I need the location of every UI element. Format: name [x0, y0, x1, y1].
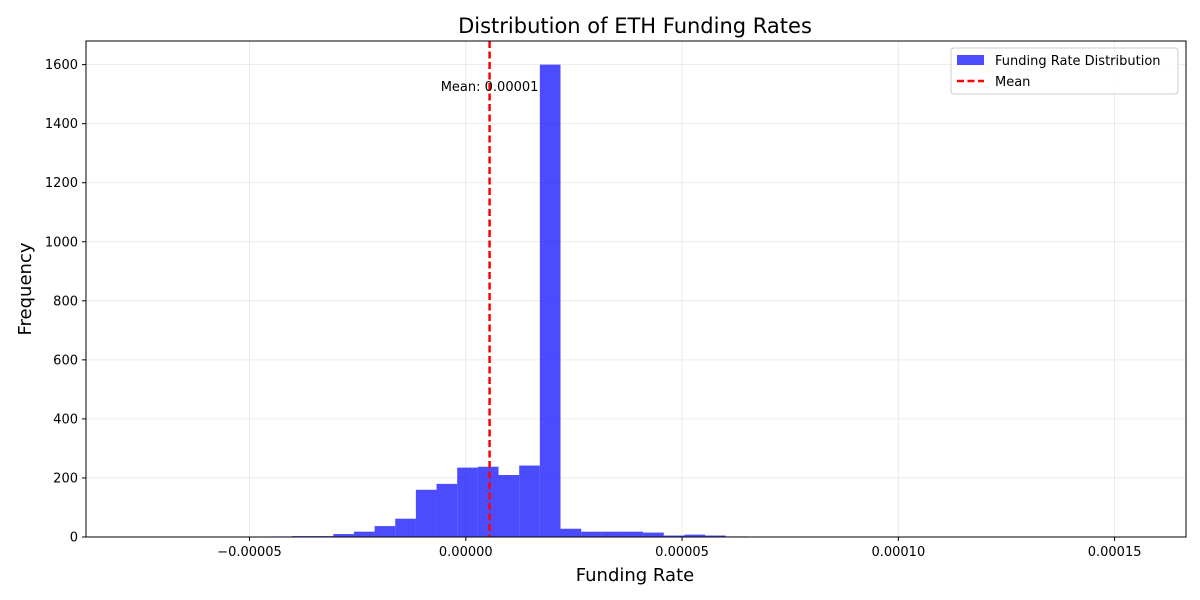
histogram-bar [663, 535, 685, 537]
histogram-bar [539, 64, 561, 537]
histogram-bar [581, 531, 602, 537]
y-tick-label: 600 [53, 353, 78, 368]
histogram-bars [126, 64, 1160, 538]
histogram-bar [560, 528, 582, 537]
histogram-bar [415, 489, 437, 537]
chart-title: Distribution of ETH Funding Rates [458, 14, 812, 38]
legend-box [950, 47, 1179, 95]
plot-frame [85, 40, 1187, 538]
y-tick-label: 800 [53, 294, 78, 309]
y-tick-label: 400 [53, 412, 78, 427]
x-tick-label: 0.00015 [1088, 545, 1142, 560]
histogram-bar [601, 531, 623, 537]
y-axis-ticks: 0 200 400 600 800 1000 1200 1400 1600 [45, 58, 86, 546]
y-tick-label: 1000 [45, 235, 78, 250]
histogram-bar [436, 483, 458, 537]
histogram-bar [498, 475, 520, 537]
histogram-bar [353, 531, 375, 537]
y-tick-label: 1400 [45, 117, 78, 132]
x-tick-label: 0.00005 [655, 545, 709, 560]
y-tick-label: 1200 [45, 176, 78, 191]
legend-label-mean: Mean [995, 75, 1030, 90]
histogram-bar [705, 535, 726, 537]
histogram-bar [457, 467, 478, 537]
y-tick-label: 200 [53, 471, 78, 486]
histogram-bar [519, 465, 540, 537]
grid-lines [86, 41, 1186, 538]
x-axis-ticks: −0.00005 0.00000 0.00005 0.00010 0.00015 [217, 537, 1142, 560]
x-tick-label: 0.00000 [439, 545, 493, 560]
histogram-bar [333, 534, 354, 537]
y-tick-label: 0 [70, 531, 78, 546]
histogram-bar [622, 531, 644, 537]
x-tick-label: 0.00010 [871, 545, 925, 560]
x-tick-label: −0.00005 [217, 545, 282, 560]
histogram-bar [395, 518, 416, 537]
histogram-bar [374, 526, 396, 537]
legend: Funding Rate Distribution Mean [950, 47, 1179, 95]
x-axis-title: Funding Rate [576, 565, 694, 586]
legend-label-distribution: Funding Rate Distribution [995, 54, 1161, 69]
histogram-bar [684, 534, 706, 537]
histogram-bar [643, 532, 664, 537]
y-tick-label: 1600 [45, 58, 78, 73]
mean-annotation: Mean: 0.00001 [441, 80, 539, 95]
legend-swatch-distribution [957, 55, 984, 65]
histogram-bar [477, 466, 499, 537]
y-axis-title: Frequency [15, 242, 36, 335]
